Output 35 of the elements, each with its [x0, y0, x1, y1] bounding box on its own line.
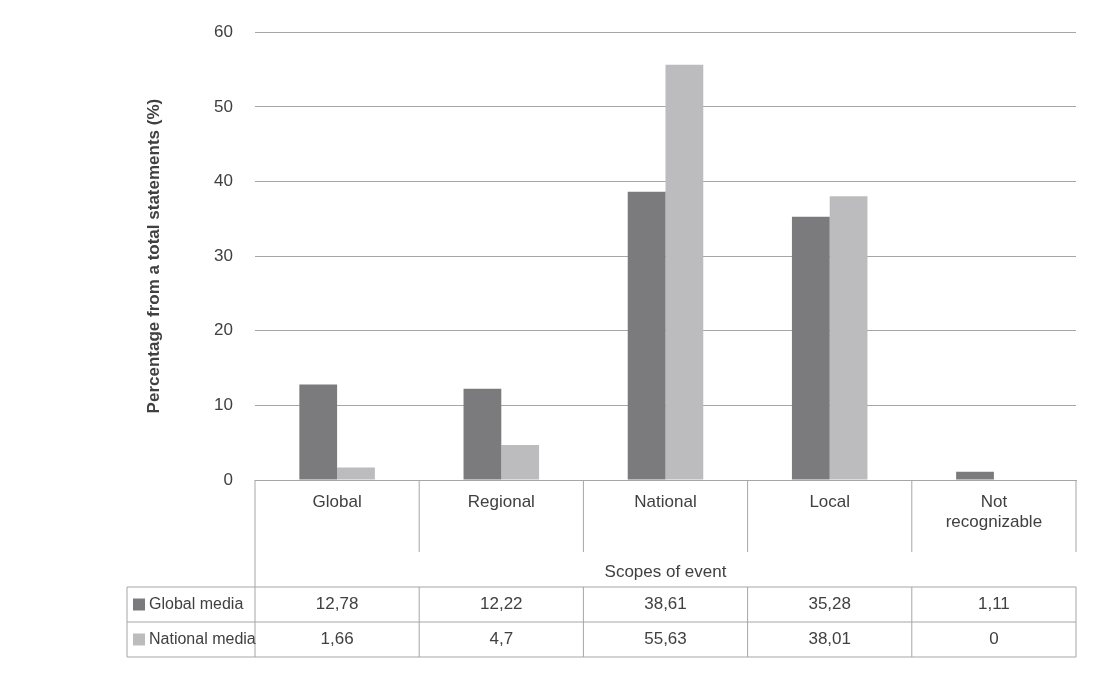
data-label: 38,01 [808, 629, 851, 649]
bar [956, 471, 994, 480]
bar [627, 191, 666, 480]
data-label: 38,61 [644, 594, 687, 614]
x-tick-label: Regional [467, 491, 535, 511]
y-tick-label: 40 [214, 171, 233, 191]
data-label: 4,7 [489, 629, 514, 649]
data-label: 12,22 [480, 594, 523, 614]
y-axis-title: Percentage from a total statements (%) [143, 98, 163, 414]
y-tick-label: 10 [214, 395, 233, 415]
x-tick-label: Global [312, 491, 362, 511]
y-tick-label: 20 [214, 320, 233, 340]
bar [665, 64, 704, 480]
bar [791, 216, 830, 480]
x-axis-title: Scopes of event [604, 562, 727, 582]
data-label: 1,11 [977, 594, 1010, 614]
x-tick-label: National [634, 491, 697, 511]
y-tick-label: 30 [214, 245, 233, 265]
x-tick-label: Not recognizable [945, 491, 1043, 532]
x-tick-label: Local [809, 491, 851, 511]
y-tick-label: 0 [223, 469, 233, 489]
bar [463, 388, 502, 480]
data-label: 12,78 [315, 594, 359, 614]
data-label: 35,28 [808, 594, 851, 614]
legend-label: Global media [149, 594, 244, 612]
data-label: 1,66 [320, 629, 354, 649]
y-tick-label: 60 [214, 21, 233, 41]
y-tick-label: 50 [214, 96, 233, 116]
data-label: 0 [989, 629, 999, 649]
legend-label: National media [149, 629, 256, 647]
bar [299, 384, 338, 480]
bar [829, 196, 868, 480]
data-label: 55,63 [644, 629, 687, 649]
bar [501, 444, 540, 480]
bar [337, 467, 375, 480]
